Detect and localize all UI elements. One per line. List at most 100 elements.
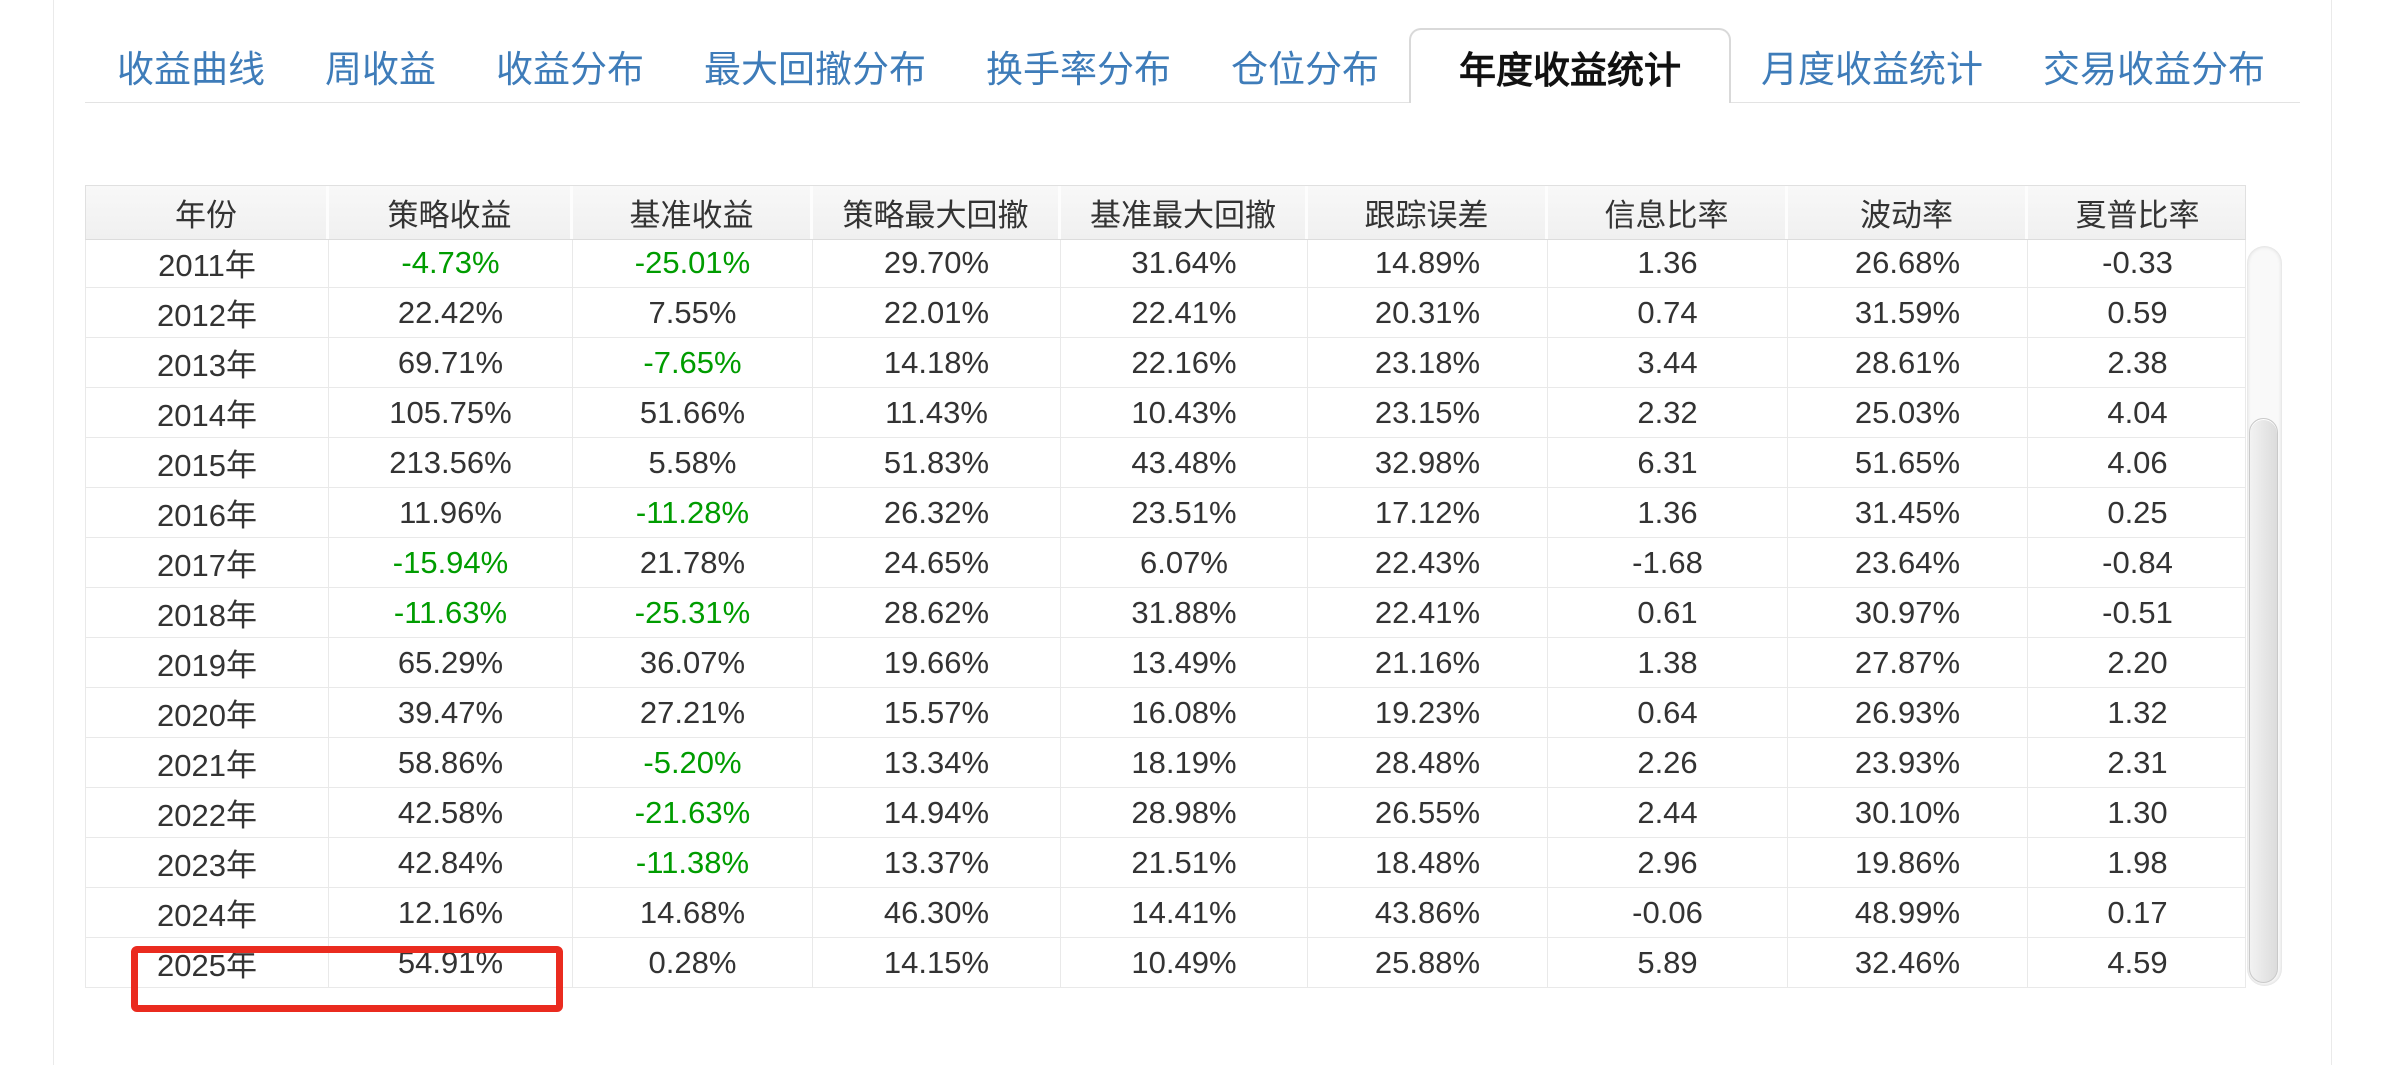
column-header-3: 策略最大回撤 bbox=[813, 186, 1061, 239]
tab-收益分布[interactable]: 收益分布 bbox=[496, 48, 644, 90]
year-cell: 2013年 bbox=[86, 338, 329, 387]
tab-年度收益统计-active[interactable]: 年度收益统计 bbox=[1409, 28, 1731, 103]
value-cell: 23.15% bbox=[1308, 388, 1548, 437]
value-cell: 0.61 bbox=[1548, 588, 1788, 637]
table-row: 2014年 105.75% 51.66% 11.43% 10.43% 23.15% 2.32… bbox=[86, 388, 2245, 438]
year-cell: 2018年 bbox=[86, 588, 329, 637]
value-cell: 6.31 bbox=[1548, 438, 1788, 487]
column-header-7: 波动率 bbox=[1788, 186, 2028, 239]
value-cell: 22.42% bbox=[329, 288, 573, 337]
value-cell: -0.84 bbox=[2102, 544, 2173, 580]
column-header-5: 跟踪误差 bbox=[1308, 186, 1548, 239]
value-cell: 5.89 bbox=[1548, 938, 1788, 987]
value-cell: 3.44 bbox=[1548, 338, 1788, 387]
table-row: 2023年 42.84% -11.38% 13.37% 21.51% 18.48% 2.96… bbox=[86, 838, 2245, 888]
value-cell: 0.64 bbox=[1548, 688, 1788, 737]
value-cell: 28.98% bbox=[1061, 788, 1308, 837]
value-cell: 31.59% bbox=[1788, 288, 2028, 337]
value-cell: 65.29% bbox=[329, 638, 573, 687]
value-cell: 12.16% bbox=[329, 888, 573, 937]
table-scrollbar-thumb[interactable] bbox=[2249, 418, 2278, 983]
value-cell: 4.06 bbox=[2107, 444, 2168, 480]
tab-月度收益统计[interactable]: 月度收益统计 bbox=[1761, 48, 1983, 90]
value-cell: 105.75% bbox=[329, 388, 573, 437]
value-cell: 13.37% bbox=[813, 838, 1061, 887]
table-row: 2016年 11.96% -11.28% 26.32% 23.51% 17.12% 1.36… bbox=[86, 488, 2245, 538]
table-body-viewport[interactable]: 2011年 -4.73% -25.01% 29.70% 31.64% 14.89% 1.36… bbox=[85, 240, 2246, 988]
value-cell: 39.47% bbox=[329, 688, 573, 737]
value-cell: 27.87% bbox=[1788, 638, 2028, 687]
value-cell: 30.10% bbox=[1788, 788, 2028, 837]
value-cell: 28.48% bbox=[1308, 738, 1548, 787]
tab-收益曲线[interactable]: 收益曲线 bbox=[117, 48, 265, 90]
value-cell: 1.38 bbox=[1548, 638, 1788, 687]
value-cell: -5.20% bbox=[573, 738, 813, 787]
value-cell: 0.74 bbox=[1548, 288, 1788, 337]
year-cell: 2017年 bbox=[86, 538, 329, 587]
value-cell: 10.43% bbox=[1061, 388, 1308, 437]
annual-return-table: 年份 策略收益 基准收益 策略最大回撤 基准最大回撤 跟踪误差 信息比率 波动率 夏普比率 20… bbox=[85, 185, 2246, 988]
value-cell: 1.36 bbox=[1548, 240, 1788, 287]
column-header-4: 基准最大回撤 bbox=[1061, 186, 1308, 239]
value-cell: 14.15% bbox=[813, 938, 1061, 987]
value-cell: 20.31% bbox=[1308, 288, 1548, 337]
value-cell: 43.48% bbox=[1061, 438, 1308, 487]
year-cell: 2019年 bbox=[86, 638, 329, 687]
value-cell: 51.66% bbox=[573, 388, 813, 437]
tab-仓位分布[interactable]: 仓位分布 bbox=[1231, 48, 1379, 90]
value-cell: 22.43% bbox=[1308, 538, 1548, 587]
value-cell: 29.70% bbox=[813, 240, 1061, 287]
table-row: 2022年 42.58% -21.63% 14.94% 28.98% 26.55% 2.44… bbox=[86, 788, 2245, 838]
tab-交易收益分布[interactable]: 交易收益分布 bbox=[2043, 48, 2265, 90]
value-cell: 2.20 bbox=[2107, 644, 2168, 680]
table-body: 2011年 -4.73% -25.01% 29.70% 31.64% 14.89% 1.36… bbox=[86, 240, 2245, 988]
value-cell: 27.21% bbox=[573, 688, 813, 737]
value-cell: 22.41% bbox=[1061, 288, 1308, 337]
value-cell: -1.68 bbox=[1548, 538, 1788, 587]
table-row: 2012年 22.42% 7.55% 22.01% 22.41% 20.31% 0.74 31… bbox=[86, 288, 2245, 338]
value-cell: 13.34% bbox=[813, 738, 1061, 787]
tab-周收益[interactable]: 周收益 bbox=[325, 48, 436, 90]
column-header-1: 策略收益 bbox=[329, 186, 573, 239]
table-row: 2011年 -4.73% -25.01% 29.70% 31.64% 14.89% 1.36… bbox=[86, 240, 2245, 288]
table-row: 2019年 65.29% 36.07% 19.66% 13.49% 21.16% 1.38 2… bbox=[86, 638, 2245, 688]
value-cell: 5.58% bbox=[573, 438, 813, 487]
value-cell: 42.58% bbox=[329, 788, 573, 837]
year-cell: 2015年 bbox=[86, 438, 329, 487]
table-scrollbar-track[interactable] bbox=[2247, 246, 2282, 986]
value-cell: -0.33 bbox=[2102, 244, 2173, 280]
tab-bar: 收益曲线 周收益 收益分布 最大回撤分布 换手率分布 仓位分布 年度收益统计 月度收益统计 交易… bbox=[87, 28, 2295, 103]
value-cell: -11.63% bbox=[329, 588, 573, 637]
value-cell: 0.59 bbox=[2107, 294, 2168, 330]
value-cell: 1.36 bbox=[1548, 488, 1788, 537]
value-cell: 2.96 bbox=[1548, 838, 1788, 887]
value-cell: 14.18% bbox=[813, 338, 1061, 387]
value-cell: 4.04 bbox=[2107, 394, 2168, 430]
value-cell: 19.66% bbox=[813, 638, 1061, 687]
value-cell: 25.03% bbox=[1788, 388, 2028, 437]
value-cell: 31.64% bbox=[1061, 240, 1308, 287]
value-cell: 54.91% bbox=[329, 938, 573, 987]
value-cell: -7.65% bbox=[573, 338, 813, 387]
year-cell: 2012年 bbox=[86, 288, 329, 337]
value-cell: 1.32 bbox=[2107, 694, 2168, 730]
value-cell: 30.97% bbox=[1788, 588, 2028, 637]
value-cell: -25.31% bbox=[573, 588, 813, 637]
value-cell: 19.23% bbox=[1308, 688, 1548, 737]
value-cell: 26.93% bbox=[1788, 688, 2028, 737]
year-cell: 2011年 bbox=[86, 240, 329, 287]
value-cell: 48.99% bbox=[1788, 888, 2028, 937]
tab-最大回撤分布[interactable]: 最大回撤分布 bbox=[704, 48, 926, 90]
table-header-row: 年份 策略收益 基准收益 策略最大回撤 基准最大回撤 跟踪误差 信息比率 波动率 夏普比率 bbox=[85, 185, 2246, 240]
tab-换手率分布[interactable]: 换手率分布 bbox=[986, 48, 1171, 90]
value-cell: 31.88% bbox=[1061, 588, 1308, 637]
value-cell: 21.51% bbox=[1061, 838, 1308, 887]
value-cell: 2.31 bbox=[2107, 744, 2168, 780]
table-row: 2024年 12.16% 14.68% 46.30% 14.41% 43.86% -0.06… bbox=[86, 888, 2245, 938]
value-cell: 18.48% bbox=[1308, 838, 1548, 887]
table-row: 2018年 -11.63% -25.31% 28.62% 31.88% 22.41% 0.6… bbox=[86, 588, 2245, 638]
value-cell: 51.83% bbox=[813, 438, 1061, 487]
page-left-border bbox=[53, 0, 54, 1065]
table-row: 2021年 58.86% -5.20% 13.34% 18.19% 28.48% 2.26 2… bbox=[86, 738, 2245, 788]
value-cell: 16.08% bbox=[1061, 688, 1308, 737]
